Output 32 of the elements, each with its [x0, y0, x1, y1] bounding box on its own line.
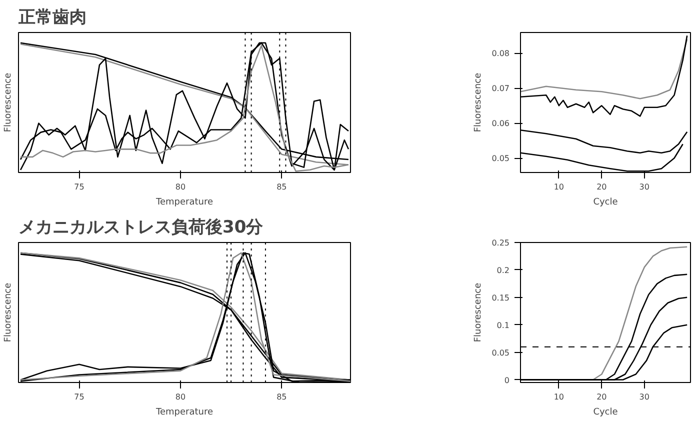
y-tick-label: 0.07 — [492, 84, 510, 94]
y-tick-label: 0.2 — [496, 266, 510, 275]
x-tick-label: 20 — [596, 182, 607, 192]
y-axis-title: Fluorescence — [4, 72, 14, 132]
x-tick-label: 10 — [554, 182, 564, 192]
x-tick-label: 30 — [639, 392, 650, 402]
chart-title: 正常歯肉 — [18, 8, 86, 28]
x-tick-label: 75 — [74, 392, 84, 402]
x-tick-label: 20 — [596, 392, 607, 402]
x-tick-label: 30 — [639, 182, 650, 192]
y-tick-label: 0.05 — [492, 154, 510, 164]
x-axis-title: Temperature — [154, 198, 214, 208]
x-axis-title: Cycle — [593, 408, 618, 418]
y-tick-label: 0.1 — [496, 320, 510, 330]
x-tick-label: 10 — [554, 392, 564, 402]
x-tick-label: 85 — [276, 182, 287, 192]
y-tick-label: 0.06 — [492, 119, 510, 128]
y-axis-title: Fluorescence — [4, 282, 14, 342]
x-axis-title: Cycle — [593, 198, 618, 208]
y-axis-title: Fluorescence — [474, 282, 484, 342]
x-tick-label: 80 — [175, 182, 186, 192]
y-tick-label: 0.05 — [492, 348, 510, 358]
y-tick-label: 0.15 — [492, 293, 510, 302]
y-tick-label: 0.25 — [492, 238, 510, 248]
y-tick-label: 0.08 — [492, 49, 510, 58]
y-axis-title: Fluorescence — [474, 72, 484, 132]
y-tick-label: 0 — [504, 376, 510, 385]
x-tick-label: 85 — [276, 392, 287, 402]
chart-title: メカニカルストレス負荷後30分 — [18, 218, 264, 238]
x-tick-label: 80 — [175, 392, 186, 402]
x-tick-label: 75 — [74, 182, 84, 192]
x-axis-title: Temperature — [154, 408, 214, 418]
